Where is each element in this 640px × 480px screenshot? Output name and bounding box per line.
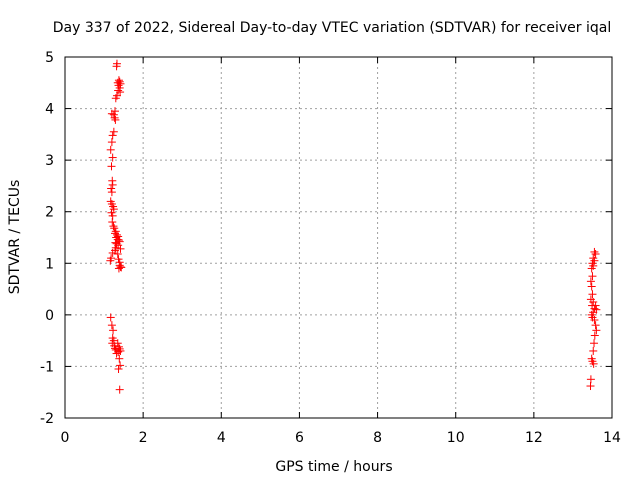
x-tick-label: 14 — [603, 430, 621, 446]
data-point — [106, 145, 115, 154]
data-point — [110, 113, 119, 122]
data-point — [587, 264, 596, 273]
data-point — [114, 365, 123, 374]
y-tick-label: -1 — [40, 359, 54, 375]
data-point — [586, 375, 595, 384]
data-point — [588, 272, 597, 281]
data-points — [106, 59, 601, 394]
data-point — [115, 385, 124, 394]
data-point — [107, 188, 116, 197]
data-point — [107, 184, 116, 193]
data-point — [108, 180, 117, 189]
x-tick-label: 10 — [447, 430, 465, 446]
y-tick-label: -2 — [40, 411, 54, 427]
data-point — [108, 153, 117, 162]
data-point — [112, 62, 121, 71]
grid-lines — [65, 57, 612, 418]
y-tick-label: 2 — [45, 205, 54, 221]
data-point — [587, 282, 596, 291]
x-tick-label: 6 — [295, 430, 304, 446]
data-point — [590, 339, 599, 348]
data-point — [586, 277, 595, 286]
data-point — [111, 115, 120, 124]
data-point — [591, 321, 600, 330]
data-point — [109, 222, 118, 231]
y-tick-label: 3 — [45, 153, 54, 169]
data-point — [107, 138, 116, 147]
data-point — [117, 263, 126, 272]
data-point — [586, 382, 595, 391]
data-point — [115, 354, 124, 363]
data-point — [116, 262, 125, 271]
data-point — [589, 359, 598, 368]
x-tick-label: 8 — [373, 430, 382, 446]
data-point — [592, 326, 601, 335]
data-point — [111, 94, 120, 103]
data-point — [107, 162, 116, 171]
data-point — [108, 131, 117, 140]
data-point — [107, 321, 116, 330]
chart-title: Day 337 of 2022, Sidereal Day-to-day VTE… — [53, 20, 611, 36]
data-point — [108, 248, 117, 257]
data-point — [590, 331, 599, 340]
y-tick-label: 5 — [45, 50, 54, 66]
x-tick-label: 2 — [139, 430, 148, 446]
data-point — [116, 361, 125, 370]
data-point — [591, 250, 600, 259]
data-point — [106, 313, 115, 322]
y-tick-label: 0 — [45, 308, 54, 324]
data-point — [116, 79, 125, 88]
y-tick-label: 4 — [45, 102, 54, 118]
data-point — [588, 290, 597, 299]
data-point — [591, 301, 600, 310]
data-point — [107, 109, 116, 118]
data-point — [114, 347, 123, 356]
data-point — [106, 256, 115, 265]
data-point — [109, 326, 118, 335]
data-point — [113, 250, 122, 259]
plot-frame — [64, 56, 613, 419]
data-point — [108, 218, 117, 227]
data-point — [114, 342, 123, 351]
x-tick-label: 12 — [525, 430, 543, 446]
x-axis-label: GPS time / hours — [275, 459, 392, 475]
data-point — [113, 339, 122, 348]
y-axis-label: SDTVAR / TECUs — [7, 180, 23, 295]
x-tick-label: 4 — [217, 430, 226, 446]
data-point — [590, 247, 599, 256]
data-point — [112, 349, 121, 358]
y-tick-label: 1 — [45, 256, 54, 272]
data-point — [590, 316, 599, 325]
data-point — [112, 239, 121, 248]
data-point — [589, 346, 598, 355]
data-point — [116, 244, 125, 253]
data-point — [109, 127, 118, 136]
x-tick-label: 0 — [61, 430, 70, 446]
data-point — [114, 86, 123, 95]
